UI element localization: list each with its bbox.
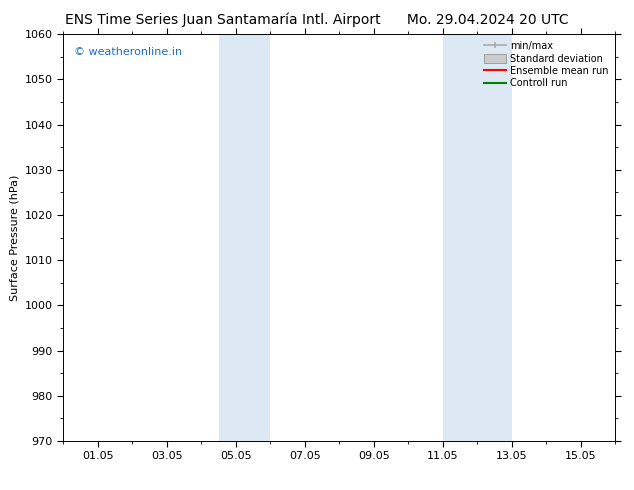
Bar (443, 34, 512, 441)
Bar (219, 34, 270, 441)
Y-axis label: Surface Pressure (hPa): Surface Pressure (hPa) (10, 174, 19, 301)
Text: © weatheronline.in: © weatheronline.in (74, 47, 183, 56)
Legend: min/max, Standard deviation, Ensemble mean run, Controll run: min/max, Standard deviation, Ensemble me… (482, 39, 610, 90)
Text: ENS Time Series Juan Santamaría Intl. Airport      Mo. 29.04.2024 20 UTC: ENS Time Series Juan Santamaría Intl. Ai… (65, 12, 569, 27)
